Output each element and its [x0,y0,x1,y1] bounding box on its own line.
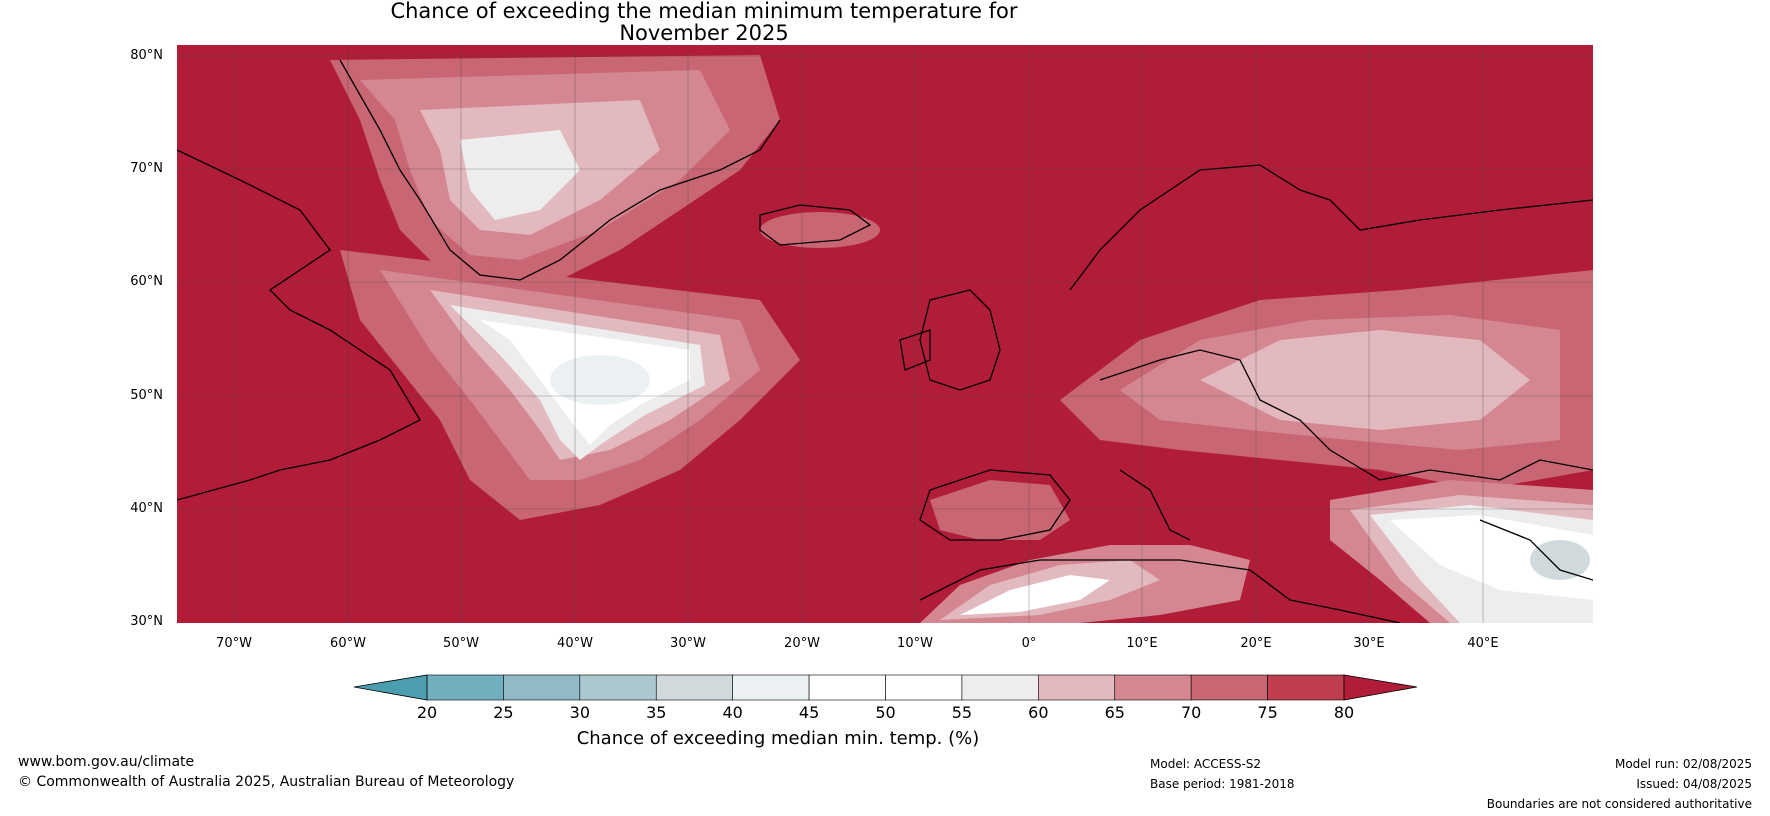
colorbar-cell [961,674,1039,701]
colorbar-cell [426,674,504,701]
footer-url[interactable]: www.bom.gov.au/climate [18,754,195,770]
colorbar-tick-label: 40 [722,703,743,722]
colorbar-cell [808,674,886,701]
lon-label-30e: 30°E [1353,636,1385,651]
europe-anomaly [1060,270,1593,490]
lat-label-50n: 50°N [130,388,163,403]
lon-label-40w: 40°W [557,636,593,651]
colorbar-tick-label: 30 [569,703,590,722]
lat-label-80n: 80°N [130,48,163,63]
lon-label-60w: 60°W [330,636,366,651]
colorbar-cell [1190,674,1268,701]
colorbar-tick-label: 80 [1333,703,1355,722]
footer-issued: Issued: 04/08/2025 [1636,777,1752,791]
colorbar-cell [655,674,733,701]
footer-base-period: Base period: 1981-2018 [1150,777,1295,791]
colorbar-label: Chance of exceeding median min. temp. (%… [576,728,980,749]
colorbar-tick-label: 20 [416,703,438,722]
north-atlantic-anomaly [340,250,800,520]
lon-label-10w: 10°W [897,636,933,651]
lon-label-30w: 30°W [670,636,706,651]
colorbar-tick-label: 65 [1104,703,1125,722]
lon-label-10e: 10°E [1126,636,1158,651]
lat-label-70n: 70°N [130,161,163,176]
lat-label-40n: 40°N [130,501,163,516]
greenland-anomaly [330,55,780,285]
lat-label-60n: 60°N [130,274,163,289]
turkey-anomaly [1330,480,1593,623]
lat-label-30n: 30°N [130,614,163,629]
colorbar-tick-label: 50 [875,703,896,722]
chart-title-line2: November 2025 [619,21,789,45]
colorbar-cell [885,674,963,701]
graticule [177,45,1593,623]
colorbar-cell [1038,674,1116,701]
colorbar-tick-label: 60 [1028,703,1049,722]
iceland-anomaly [760,212,880,248]
lon-label-40e: 40°E [1467,636,1499,651]
colorbar-tick-label: 35 [646,703,667,722]
lon-label-70w: 70°W [216,636,252,651]
footer-model: Model: ACCESS-S2 [1150,757,1262,771]
colorbar-tick-label: 55 [951,703,973,722]
lon-label-20e: 20°E [1240,636,1272,651]
colorbar-tick-label: 70 [1180,703,1202,722]
colorbar-cell [732,674,810,701]
colorbar-cell [1114,674,1192,701]
lon-label-50w: 50°W [443,636,479,651]
footer-disclaimer: Boundaries are not considered authoritat… [1486,797,1752,811]
colorbar-cell [579,674,657,701]
colorbar-tick-label: 25 [493,703,514,722]
colorbar-tick-label: 45 [798,703,820,722]
colorbar-cell [1267,674,1345,701]
lon-label-0: 0° [1021,636,1037,651]
lon-label-20w: 20°W [784,636,820,651]
coastlines [177,59,1593,623]
colorbar-under-arrow [353,674,428,701]
footer-copyright: © Commonwealth of Australia 2025, Austra… [18,774,515,790]
footer-model-run: Model run: 02/08/2025 [1614,757,1752,771]
colorbar-tick-label: 75 [1257,703,1278,722]
chart-title-line1: Chance of exceeding the median minimum t… [390,0,1018,23]
colorbar-over-arrow [1343,674,1418,701]
north-africa-anomaly [920,545,1250,623]
colorbar-cell [503,674,581,701]
iberia-anomaly [930,480,1070,540]
